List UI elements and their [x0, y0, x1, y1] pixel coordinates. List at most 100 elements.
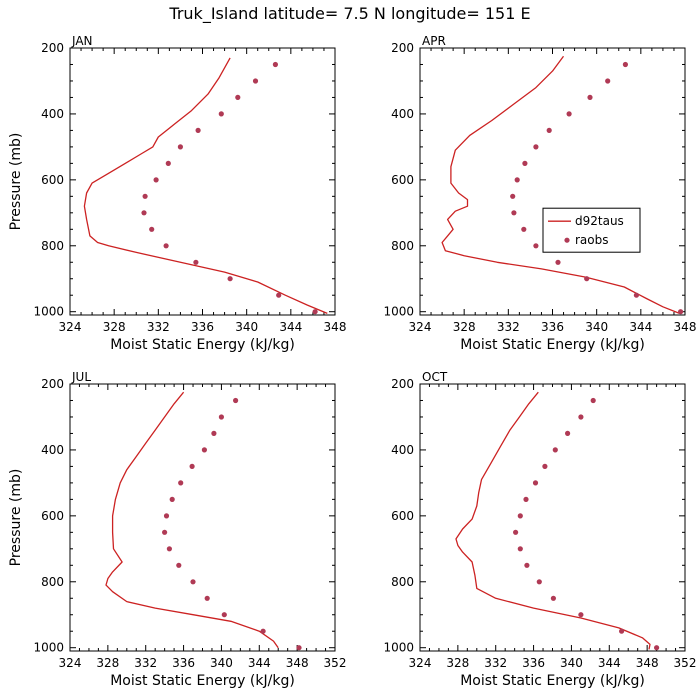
x-tick-label-apr-4: 340 — [585, 320, 608, 334]
data-point-raobs-jul-12 — [204, 595, 210, 601]
data-point-raobs-oct-8 — [513, 529, 519, 535]
data-point-raobs-jul-9 — [166, 546, 172, 552]
series-group-jul — [105, 391, 302, 651]
data-point-raobs-apr-0 — [622, 61, 629, 68]
x-tick-label-oct-7: 352 — [674, 656, 697, 670]
legend-dot-swatch-apr — [564, 237, 570, 243]
data-point-raobs-jul-6 — [169, 496, 175, 502]
x-tick-label-jan-6: 348 — [324, 320, 347, 334]
data-point-raobs-apr-14 — [633, 292, 640, 298]
legend-entry-dot-apr: raobs — [575, 233, 609, 247]
panel-apr: APR 324 328 332 336 340 344 348 200 400 600 800 1000… — [383, 34, 696, 353]
x-tick-label-jan-2: 332 — [147, 320, 170, 334]
panel-label-apr: APR — [422, 34, 446, 48]
data-point-raobs-jan-5 — [177, 144, 183, 150]
x-tick-label-jan-3: 336 — [191, 320, 214, 334]
y-tick-label-jul-2: 600 — [41, 509, 64, 523]
data-point-raobs-jul-7 — [163, 513, 170, 519]
data-point-raobs-jan-3 — [218, 111, 224, 117]
y-tick-label-oct-1: 400 — [391, 443, 414, 457]
x-tick-label-jan-0: 324 — [59, 320, 82, 334]
data-point-raobs-apr-3 — [566, 111, 572, 117]
x-tick-label-jul-4: 340 — [210, 656, 233, 670]
data-point-raobs-jan-9 — [141, 210, 147, 216]
data-point-raobs-apr-2 — [587, 94, 593, 100]
data-point-raobs-oct-1 — [578, 414, 584, 420]
series-line-d92taus-jul — [105, 391, 279, 649]
y-tick-label-jul-1: 400 — [41, 443, 64, 457]
x-tick-label-jul-3: 336 — [172, 656, 195, 670]
panel-label-oct: OCT — [422, 370, 448, 384]
y-tick-label-apr-2: 600 — [391, 173, 414, 187]
y-tick-label-jul-0: 200 — [41, 377, 64, 391]
data-point-raobs-jul-14 — [260, 628, 266, 634]
data-point-raobs-oct-0 — [590, 397, 596, 404]
data-point-raobs-apr-8 — [510, 193, 516, 199]
data-point-raobs-jan-12 — [193, 259, 199, 265]
legend-apr: d92taus raobs — [542, 207, 641, 253]
data-point-raobs-jul-8 — [162, 529, 168, 535]
data-point-raobs-oct-9 — [517, 546, 523, 552]
data-point-raobs-jul-4 — [189, 463, 195, 469]
x-tick-label-apr-5: 344 — [629, 320, 652, 334]
plot-frame-apr — [419, 47, 686, 316]
data-point-raobs-apr-5 — [533, 144, 539, 150]
x-tick-label-oct-6: 348 — [636, 656, 659, 670]
x-tick-label-jan-5: 344 — [279, 320, 302, 334]
data-point-raobs-oct-11 — [536, 579, 542, 585]
y-tick-label-oct-0: 200 — [391, 377, 414, 391]
data-point-raobs-oct-10 — [524, 562, 530, 568]
series-line-d92taus-jan — [83, 57, 328, 314]
series-line-d92taus-oct — [455, 391, 651, 650]
data-point-raobs-jan-4 — [195, 127, 201, 133]
data-point-raobs-oct-14 — [619, 628, 625, 634]
x-tick-label-apr-1: 328 — [453, 320, 476, 334]
data-point-raobs-oct-2 — [565, 430, 571, 436]
series-group-jan — [83, 57, 328, 315]
x-tick-label-apr-0: 324 — [409, 320, 432, 334]
legend-entry-line-apr: d92taus — [575, 214, 624, 228]
data-point-raobs-jan-8 — [142, 193, 148, 199]
y-tick-label-oct-3: 800 — [391, 575, 414, 589]
y-tick-label-oct-4: 1000 — [383, 641, 414, 655]
y-tick-label-jan-2: 600 — [41, 173, 64, 187]
x-axis-label-apr: Moist Static Energy (kJ/kg) — [460, 337, 645, 353]
data-point-raobs-apr-12 — [555, 259, 561, 265]
panel-jul: JUL 324 328 332 336 340 344 348 352 200 400 600 800 1… — [8, 370, 346, 689]
y-tick-label-apr-0: 200 — [391, 41, 414, 55]
y-tick-label-oct-2: 600 — [391, 509, 414, 523]
y-tick-label-jul-3: 800 — [41, 575, 64, 589]
data-point-raobs-jan-0 — [272, 61, 278, 68]
data-point-raobs-jan-13 — [227, 276, 233, 282]
data-point-raobs-oct-6 — [523, 496, 529, 502]
data-point-raobs-apr-7 — [514, 177, 520, 183]
y-tick-label-jan-1: 400 — [41, 107, 64, 121]
x-axis-label-jul: Moist Static Energy (kJ/kg) — [110, 673, 295, 689]
panel-label-jan: JAN — [71, 34, 93, 48]
plot-frame-oct — [419, 383, 686, 652]
data-point-raobs-jul-13 — [221, 612, 227, 618]
data-point-raobs-apr-11 — [533, 243, 539, 249]
data-point-raobs-jan-14 — [276, 292, 282, 298]
y-tick-label-jan-4: 1000 — [33, 305, 64, 319]
plot-frame-jul — [69, 383, 336, 652]
x-tick-label-jan-1: 328 — [103, 320, 126, 334]
y-tick-label-jan-0: 200 — [41, 41, 64, 55]
data-point-raobs-apr-15 — [678, 309, 684, 315]
data-point-raobs-jan-6 — [165, 160, 171, 166]
y-tick-label-apr-1: 400 — [391, 107, 414, 121]
data-point-raobs-oct-3 — [552, 447, 558, 453]
x-tick-label-oct-3: 336 — [522, 656, 545, 670]
x-tick-label-oct-1: 328 — [446, 656, 469, 670]
data-point-raobs-jan-15 — [312, 309, 318, 315]
data-point-raobs-jan-10 — [149, 226, 155, 232]
data-point-raobs-oct-13 — [578, 612, 584, 618]
data-point-raobs-apr-10 — [521, 226, 527, 232]
data-point-raobs-jul-3 — [201, 447, 207, 453]
y-axis-label-jul: Pressure (mb) — [8, 469, 24, 567]
data-point-raobs-jul-15 — [296, 645, 302, 651]
x-tick-label-oct-2: 332 — [484, 656, 507, 670]
panel-jan: JAN 324 328 332 336 340 344 348 200 400 600 800 1000… — [8, 34, 346, 353]
data-point-raobs-oct-12 — [550, 595, 557, 601]
